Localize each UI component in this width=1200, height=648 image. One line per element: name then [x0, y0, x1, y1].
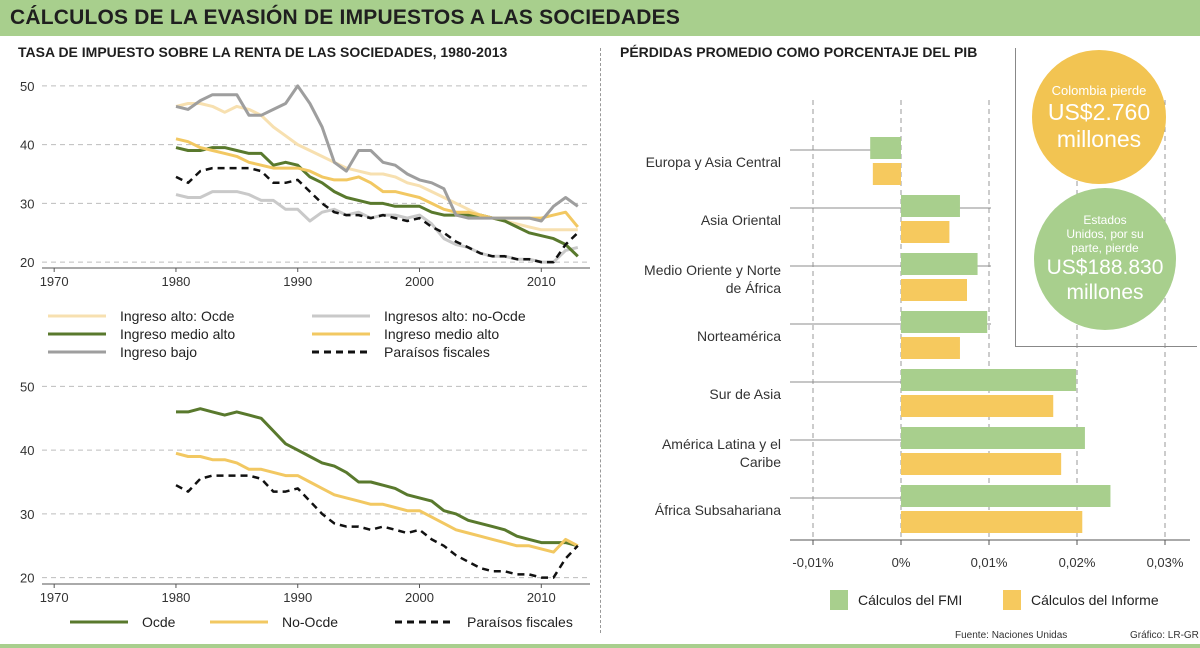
series-line-ingreso-medio-alto: [175, 137, 579, 228]
category-label: Medio Oriente y Norte: [644, 262, 781, 278]
y-tick-label: 30: [20, 507, 34, 522]
bar-informe: [872, 163, 901, 185]
bar-fmi: [901, 195, 960, 217]
legend-label: Ingreso alto: Ocde: [120, 308, 235, 324]
bar-fmi: [901, 369, 1077, 391]
legend-label: No-Ocde: [282, 614, 338, 630]
left-chart-title: TASA DE IMPUESTO SOBRE LA RENTA DE LAS S…: [18, 44, 508, 60]
category-label: Asia Oriental: [701, 212, 781, 228]
bar-fmi: [901, 427, 1085, 449]
bar-informe: [901, 221, 950, 243]
usa-amount: US$188.830: [1046, 256, 1164, 279]
footer-bar: [0, 644, 1200, 648]
x-tick-label: 0,03%: [1147, 555, 1184, 570]
series-line-ingreso-bajo: [175, 84, 579, 223]
title-banner: CÁLCULOS DE LA EVASIÓN DE IMPUESTOS A LA…: [0, 0, 1200, 36]
callout-frame-bottom: [1015, 346, 1197, 347]
x-tick-label: 1990: [283, 274, 312, 289]
bar-informe: [901, 395, 1054, 417]
series-line-no-ocde: [175, 451, 579, 554]
series-line-ingresos-alto-no-ocde: [175, 190, 579, 264]
bar-informe: [901, 511, 1083, 533]
category-label: de África: [726, 280, 781, 296]
legend-label: Paraísos fiscales: [384, 344, 490, 360]
x-tick-label: 2000: [405, 274, 434, 289]
category-label: África Subsahariana: [655, 502, 781, 518]
bar-fmi: [901, 311, 988, 333]
bar-informe: [901, 453, 1062, 475]
legend-label: Ingreso medio alto: [384, 326, 499, 342]
series-line-ocde: [176, 407, 579, 548]
category-label: América Latina y el: [662, 436, 781, 452]
x-tick-label: 0,02%: [1059, 555, 1096, 570]
y-tick-label: 40: [20, 443, 34, 458]
x-tick-label: -0,01%: [792, 555, 834, 570]
callout-frame-left: [1015, 48, 1016, 346]
colombia-line-1: Colombia pierde: [1051, 82, 1147, 98]
colombia-unit: millones: [1056, 125, 1142, 152]
category-label: Norteamérica: [697, 328, 781, 344]
series-line-ingreso-medio-alto: [175, 146, 579, 258]
x-tick-label: 2010: [527, 274, 556, 289]
y-tick-label: 30: [20, 196, 34, 211]
series-line-para-sos-fiscales: [175, 474, 579, 579]
page-title: CÁLCULOS DE LA EVASIÓN DE IMPUESTOS A LA…: [10, 6, 681, 29]
legend-label: Ingreso medio alto: [120, 326, 235, 342]
x-tick-label: 1980: [161, 590, 190, 605]
bar-informe: [901, 337, 960, 359]
category-label: Caribe: [740, 454, 781, 470]
right-chart-title: PÉRDIDAS PROMEDIO COMO PORCENTAJE DEL PI…: [620, 44, 978, 60]
y-tick-label: 40: [20, 138, 34, 153]
x-tick-label: 1980: [161, 274, 190, 289]
bar-fmi: [901, 253, 978, 275]
legend-label: Cálculos del FMI: [858, 592, 962, 608]
y-tick-label: 20: [20, 255, 34, 270]
x-tick-label: 0,01%: [971, 555, 1008, 570]
legend-label: Ingresos alto: no-Ocde: [384, 308, 526, 324]
y-tick-label: 50: [20, 379, 34, 394]
legend-label: Ingreso bajo: [120, 344, 197, 360]
bar-informe: [901, 279, 967, 301]
legend-label: Cálculos del Informe: [1031, 592, 1159, 608]
credit-note: Gráfico: LR-GR: [1130, 630, 1199, 641]
series-line-ingreso-alto-ocde: [175, 102, 578, 232]
legend-label: Ocde: [142, 614, 176, 630]
y-tick-label: 50: [20, 79, 34, 94]
usa-unit: millones: [1066, 281, 1144, 304]
legend-label: Paraísos fiscales: [467, 614, 573, 630]
x-tick-label: 1990: [283, 590, 312, 605]
usa-loss-bubble: Estados Unidos, por su parte, pierde US$…: [1034, 188, 1176, 330]
colombia-amount: US$2.760: [1047, 98, 1151, 125]
series-line-para-sos-fiscales: [175, 166, 579, 264]
bar-fmi: [870, 137, 901, 159]
x-tick-label: 0%: [892, 555, 911, 570]
category-label: Europa y Asia Central: [646, 154, 781, 170]
y-tick-label: 20: [20, 571, 34, 586]
legend-swatch: [1003, 590, 1021, 610]
colombia-loss-bubble: Colombia pierde US$2.760 millones: [1032, 50, 1166, 184]
usa-line-1: Estados: [1083, 213, 1127, 227]
usa-line-2: Unidos, por su: [1066, 227, 1144, 241]
x-tick-label: 1970: [40, 590, 69, 605]
x-tick-label: 2000: [405, 590, 434, 605]
bar-fmi: [901, 485, 1111, 507]
x-tick-label: 1970: [40, 274, 69, 289]
source-note: Fuente: Naciones Unidas: [955, 630, 1068, 641]
category-label: Sur de Asia: [709, 386, 781, 402]
panel-divider: [600, 48, 601, 633]
legend-swatch: [830, 590, 848, 610]
x-tick-label: 2010: [527, 590, 556, 605]
usa-line-3: parte, pierde: [1071, 241, 1139, 255]
